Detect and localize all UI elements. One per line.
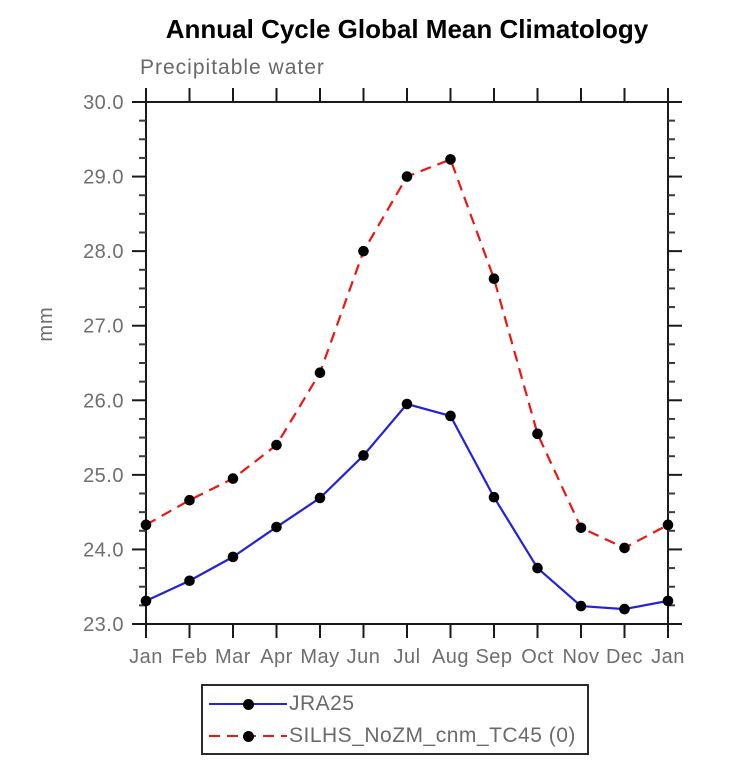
legend-label-silhs: SILHS_NoZM_cnm_TC45 (0)	[289, 723, 576, 747]
data-point-marker	[184, 494, 195, 506]
x-axis-tick-label: Feb	[172, 646, 208, 668]
data-point-marker	[445, 410, 456, 422]
data-point-marker	[401, 171, 413, 182]
x-axis-tick-label: Jan	[129, 646, 163, 668]
data-point-marker	[227, 473, 239, 484]
x-axis-tick-label: Apr	[260, 646, 293, 668]
legend-marker-dot-icon	[243, 698, 254, 710]
data-point-marker	[662, 595, 674, 607]
chart-subtitle: Precipitable water	[140, 56, 325, 79]
data-point-marker	[227, 551, 239, 563]
data-point-marker	[358, 245, 369, 257]
data-point-marker	[445, 154, 456, 165]
legend-line-sample-solid	[209, 697, 287, 711]
series-line-1	[145, 157, 669, 550]
data-point-marker	[314, 492, 326, 504]
x-axis-tick-label: Sep	[475, 646, 512, 668]
x-axis-tick-label: Jul	[393, 646, 420, 668]
data-point-marker	[488, 273, 500, 285]
y-axis-tick-label: 26.0	[83, 390, 124, 412]
data-point-marker	[488, 491, 500, 503]
y-axis-tick-label: 25.0	[83, 465, 124, 487]
data-point-marker	[140, 595, 152, 607]
y-axis-tick-label: 24.0	[83, 539, 124, 561]
legend-line-sample-dashed	[209, 729, 287, 743]
data-point-marker	[358, 450, 369, 461]
x-axis-tick-label: May	[300, 646, 339, 668]
data-point-marker	[271, 439, 282, 451]
x-axis-tick-label: Mar	[215, 646, 251, 668]
data-point-marker	[575, 522, 587, 534]
x-axis-tick-label: Jan	[651, 646, 685, 668]
x-axis-tick-label: Dec	[606, 646, 643, 668]
x-axis-tick-label: Jun	[347, 646, 381, 668]
data-point-marker	[619, 542, 630, 554]
y-axis-tick-label: 29.0	[83, 167, 124, 189]
legend-item-silhs: SILHS_NoZM_cnm_TC45 (0)	[209, 720, 587, 752]
chart-title: Annual Cycle Global Mean Climatology	[165, 14, 649, 44]
y-axis-tick-label: 23.0	[83, 614, 124, 636]
plot-area: Jan Feb Mar Apr May Jun Jul Aug Sep Oct Nov Dec Jan2…	[83, 88, 685, 668]
data-point-marker	[619, 603, 630, 615]
legend-box: JRA25 SILHS_NoZM_cnm_TC45 (0)	[201, 684, 589, 755]
legend-label-jra25: JRA25	[289, 691, 355, 715]
data-point-marker	[532, 562, 543, 574]
series-line-0	[145, 402, 669, 611]
legend-marker-dot-icon	[243, 730, 254, 742]
data-point-marker	[662, 519, 674, 531]
data-point-marker	[184, 575, 195, 587]
data-point-marker	[532, 428, 543, 440]
x-axis-tick-label: Nov	[562, 646, 599, 668]
y-axis-tick-label: 27.0	[83, 316, 124, 338]
legend-item-jra25: JRA25	[209, 688, 587, 720]
x-axis-tick-label: Aug	[432, 646, 469, 668]
data-point-marker	[314, 367, 326, 378]
data-point-marker	[140, 519, 152, 531]
y-axis-tick-label: 28.0	[83, 241, 124, 263]
y-axis-tick-label: 30.0	[83, 92, 124, 114]
data-point-marker	[575, 600, 587, 612]
data-point-marker	[401, 398, 413, 410]
data-point-marker	[271, 521, 282, 533]
x-axis-tick-label: Oct	[521, 646, 554, 668]
